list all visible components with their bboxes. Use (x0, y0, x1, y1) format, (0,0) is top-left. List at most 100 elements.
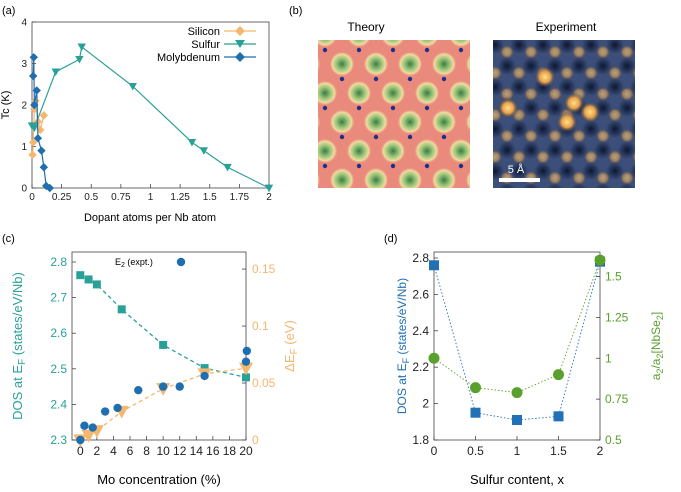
atom-marker (442, 193, 446, 197)
charge-density-blob (318, 40, 337, 48)
lattice-ratio-line (433, 260, 601, 394)
charge-density-blob (318, 55, 321, 73)
y-left-tick-label: 1.8 (412, 433, 429, 447)
atom-marker (408, 193, 412, 197)
y-tick-label: 0 (21, 184, 27, 195)
y-left-tick-label: 2.8 (50, 255, 67, 269)
lattice-ratio-point (553, 369, 564, 381)
charge-density-blob (347, 40, 371, 48)
x-tick-label: 0.5 (84, 192, 98, 203)
bright-spot (655, 107, 671, 123)
y-left-tick-label: 2.5 (50, 362, 67, 376)
charge-density-blob (363, 51, 389, 77)
dark-spot (474, 15, 492, 33)
atom-marker (424, 47, 430, 53)
atom-marker (476, 193, 480, 197)
dark-spot (498, 183, 516, 188)
y-left-tick-label: 2.6 (412, 287, 429, 301)
atom-marker (390, 47, 396, 53)
x-tick-label: 0 (29, 192, 35, 203)
dark-spot (642, 57, 660, 75)
dark-spot (474, 99, 492, 117)
bright-spot (643, 128, 659, 144)
x-tick-label: 12 (173, 444, 187, 458)
x-tick-label: 4 (110, 444, 117, 458)
dos-line (79, 274, 247, 378)
charge-density-blob (414, 138, 440, 164)
charge-density-blob (448, 138, 470, 164)
dark-spot (630, 78, 635, 96)
atom-marker (424, 105, 430, 111)
x-tick-label: 0.5 (467, 444, 484, 458)
e2-point (158, 382, 168, 391)
atom-marker (458, 163, 464, 169)
dark-spot (546, 183, 564, 188)
y-tick-label: 2 (21, 101, 27, 112)
defect-spot (556, 111, 578, 133)
scale-bar-label: 5 Å (508, 163, 525, 176)
y-right-tick-label: 0.5 (605, 433, 622, 447)
x-tick-label: 6 (127, 444, 134, 458)
plot-a-series (27, 43, 274, 193)
x-tick-label: 16 (206, 444, 220, 458)
y-right-tick-label: 0.05 (252, 376, 276, 390)
delta-ef-point (81, 429, 96, 443)
x-tick-label: 2 (597, 444, 604, 458)
atom-marker (322, 105, 328, 111)
charge-density-blob (499, 225, 525, 251)
dark-spot (474, 183, 492, 201)
panel-d-label: (d) (384, 233, 397, 245)
plot-c-frame (71, 251, 247, 441)
plot-c-ticks: 0 2 4 6 8 10 12 14 16 18 202.32.42.52.62.72.800.05… (50, 255, 275, 458)
lattice-ratio-point (594, 254, 606, 266)
bright-spot (655, 149, 671, 165)
bright-spot (655, 65, 671, 81)
y-left-tick-label: 2.4 (50, 397, 67, 411)
sulfur-line (31, 45, 270, 189)
molybdenum-point (30, 100, 39, 110)
atom-marker (458, 47, 464, 53)
panel-c: (c) 0 2 4 6 8 10 12 14 16 18 202.32.42.52.62.72.80… (2, 233, 300, 487)
plot-d-xlabel: Sulfur content, x (470, 472, 564, 487)
sulfur-point (187, 138, 197, 147)
plot-d-ticks: 0 0.5 1 1.5 2 1.8 2 2.2 2.4 2.6 2.8 0.5 0.75 1 1.25 1.5 (412, 251, 628, 458)
lattice-ratio-point (470, 382, 481, 394)
plot-a-ylabel: Tc (K) (0, 91, 12, 120)
sulfur-point (264, 184, 274, 193)
atom-marker (441, 134, 447, 140)
charge-density-blob (397, 225, 423, 251)
molybdenum-point (29, 53, 38, 62)
legend-sulfur-marker (235, 40, 245, 48)
charge-density-blob (431, 109, 457, 135)
legend-e2-label: E2 (expt.) (115, 257, 153, 269)
dark-spot (630, 120, 635, 138)
bright-spot (487, 191, 503, 207)
charge-density-blob (465, 53, 470, 75)
charge-density-blob (397, 167, 423, 188)
molybdenum-point (28, 71, 38, 81)
bright-spot (655, 23, 671, 39)
theory-image (318, 40, 525, 251)
atom-marker (339, 76, 345, 82)
legend-e2-marker (176, 257, 186, 267)
panel-c-label: (c) (2, 233, 15, 245)
dark-spot (498, 15, 516, 33)
molybdenum-point (32, 86, 41, 95)
bright-spot (475, 44, 491, 60)
sulfur-point (77, 43, 86, 52)
bright-spot (511, 191, 527, 207)
dos-point (117, 305, 126, 314)
bright-spot (631, 108, 635, 122)
plot-d-frame (433, 251, 601, 441)
experiment-title: Experiment (536, 20, 597, 34)
dark-spot (594, 15, 612, 33)
e2-point (88, 423, 97, 432)
charge-density-blob (415, 40, 439, 48)
dark-spot (618, 99, 635, 117)
charge-density-blob (448, 80, 470, 106)
dark-spot (642, 99, 660, 117)
dark-spot (522, 183, 540, 188)
dos-point (92, 280, 101, 289)
dos-line (433, 261, 601, 421)
defect-spot (534, 66, 556, 88)
